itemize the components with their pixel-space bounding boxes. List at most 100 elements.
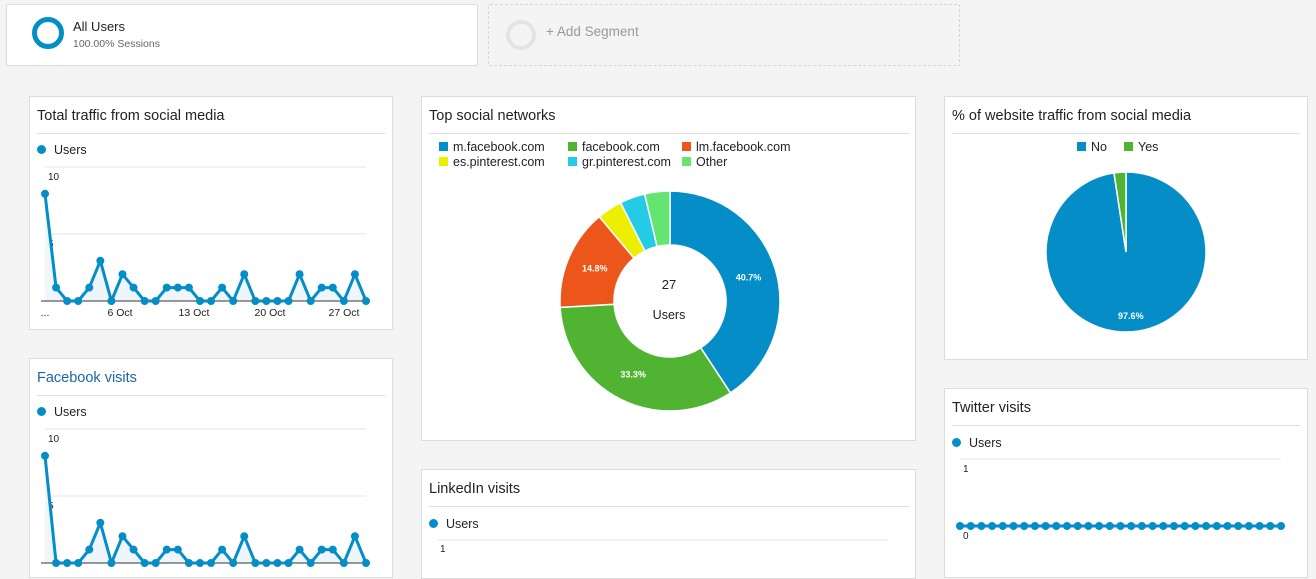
data-point <box>118 270 127 279</box>
divider <box>952 425 1300 426</box>
pie-slice <box>643 190 671 248</box>
data-point <box>1266 522 1275 530</box>
legend-item[interactable]: Other <box>682 155 727 169</box>
data-point <box>63 559 72 567</box>
data-point <box>1041 522 1050 530</box>
data-point <box>229 297 238 305</box>
legend-dot-icon <box>37 407 46 416</box>
card-top-social-networks: Top social networks m.facebook.com facebo… <box>421 96 916 441</box>
legend-item[interactable]: No <box>1077 140 1107 154</box>
divider <box>37 395 385 396</box>
x-tick-label: 27 Oct <box>329 307 360 319</box>
data-point <box>362 559 370 567</box>
pie-slice <box>559 303 732 412</box>
data-point <box>1277 522 1285 530</box>
card-pct-social-traffic: % of website traffic from social media N… <box>944 96 1308 360</box>
legend-dot-icon <box>37 145 46 154</box>
line-chart: 1 <box>437 539 888 555</box>
legend-label: Yes <box>1138 140 1159 154</box>
legend-item[interactable]: gr.pinterest.com <box>568 155 671 169</box>
data-point <box>317 283 326 292</box>
data-point <box>1148 522 1157 530</box>
legend-label: es.pinterest.com <box>453 155 545 169</box>
legend-swatch-icon <box>439 142 448 151</box>
data-point <box>85 283 94 292</box>
divider <box>429 133 909 134</box>
data-point <box>251 297 260 305</box>
area-fill <box>45 193 366 301</box>
data-point <box>1009 522 1018 530</box>
data-point <box>229 559 238 567</box>
data-point <box>151 297 160 305</box>
data-point <box>107 297 116 305</box>
legend-label: Users <box>54 405 87 419</box>
data-point <box>273 297 282 305</box>
data-point <box>350 270 359 279</box>
data-point <box>218 283 227 292</box>
data-point <box>1020 522 1029 530</box>
line-chart: 105 <box>41 428 370 567</box>
segment-title: All Users <box>73 19 126 34</box>
y-tick-label: 1 <box>963 464 969 475</box>
legend-label: m.facebook.com <box>453 140 545 154</box>
card-facebook-visits: Facebook visits Users 10 5 <box>29 358 393 578</box>
data-point <box>339 297 348 305</box>
data-point <box>1191 522 1200 530</box>
legend-label: Other <box>696 155 728 169</box>
data-point <box>988 522 997 530</box>
legend-item[interactable]: lm.facebook.com <box>682 140 790 154</box>
data-point <box>162 545 171 554</box>
data-point <box>1030 522 1039 530</box>
data-point <box>1105 522 1114 530</box>
data-point <box>295 270 304 279</box>
data-label: 33.3% <box>620 369 646 379</box>
add-segment-button[interactable]: + Add Segment <box>488 4 960 66</box>
series-legend: Users <box>37 143 87 157</box>
legend-item[interactable]: Yes <box>1124 140 1158 154</box>
data-label: 40.7% <box>736 272 762 282</box>
legend-item[interactable]: facebook.com <box>568 140 660 154</box>
data-point <box>207 559 216 567</box>
data-point <box>74 559 83 567</box>
card-title-link[interactable]: Facebook visits <box>37 370 137 386</box>
card-title: Top social networks <box>429 108 556 124</box>
card-linkedin-visits: LinkedIn visits Users 1 <box>421 469 916 579</box>
legend-swatch-icon <box>439 157 448 166</box>
legend-item[interactable]: es.pinterest.com <box>439 155 545 169</box>
data-point <box>1244 522 1253 530</box>
pie-chart: 97.6% <box>1045 171 1207 333</box>
segment-all-users[interactable]: All Users 100.00% Sessions <box>6 4 478 66</box>
data-point <box>184 283 193 292</box>
donut-center-value: 27 <box>661 277 677 292</box>
data-point <box>262 559 271 567</box>
legend-swatch-icon <box>682 157 691 166</box>
legend-dot-icon <box>429 519 438 528</box>
data-point <box>328 545 337 554</box>
pie-slice <box>1113 171 1127 253</box>
legend-item[interactable]: m.facebook.com <box>439 140 545 154</box>
divider <box>37 133 385 134</box>
data-point <box>1170 522 1178 530</box>
data-point <box>1212 522 1221 530</box>
data-point <box>1095 522 1104 530</box>
data-point <box>362 297 370 305</box>
empty-ring-icon <box>506 20 536 50</box>
data-point <box>284 559 293 567</box>
x-tick-label: 20 Oct <box>255 307 286 319</box>
add-segment-label: + Add Segment <box>546 24 639 39</box>
data-point <box>41 189 49 198</box>
legend-swatch-icon <box>568 157 577 166</box>
data-point <box>1180 522 1189 530</box>
legend-label: Users <box>54 143 87 157</box>
legend-swatch-icon <box>568 142 577 151</box>
area-fill <box>45 455 366 563</box>
legend-swatch-icon <box>1077 142 1086 151</box>
pie-slice <box>669 190 781 394</box>
card-title: LinkedIn visits <box>429 481 521 497</box>
divider <box>952 133 1300 134</box>
data-point <box>118 532 127 541</box>
y-tick-label: 10 <box>48 172 60 183</box>
data-point <box>173 545 182 554</box>
data-point <box>998 522 1007 530</box>
data-point <box>107 559 116 567</box>
